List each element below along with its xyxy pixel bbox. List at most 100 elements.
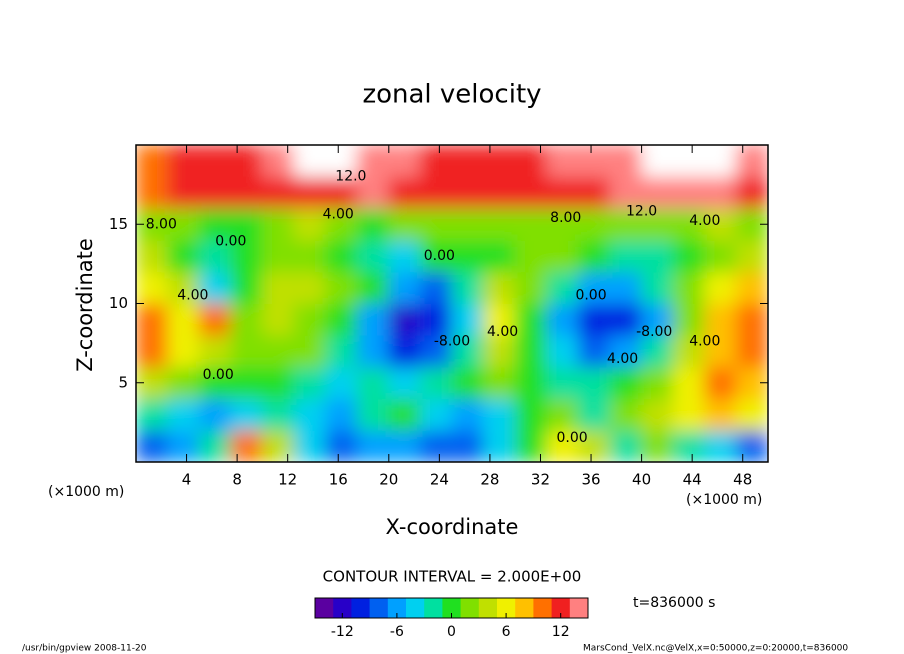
cell: [419, 303, 453, 336]
cell: [388, 271, 421, 304]
cell: [609, 145, 643, 178]
cell: [356, 334, 390, 368]
cell: [672, 145, 706, 178]
contour-label: 8.00: [550, 210, 581, 226]
cell: [641, 145, 674, 178]
colorbar-swatch: [442, 598, 462, 618]
cell: [577, 176, 611, 209]
x-tick-label: 40: [632, 471, 651, 489]
cell: [577, 207, 611, 241]
cell: [704, 398, 737, 431]
x-tick-label: 8: [232, 471, 242, 489]
x-axis-label: X-coordinate: [386, 515, 519, 539]
cell: [198, 303, 232, 336]
cell: [325, 334, 358, 368]
cell: [672, 398, 706, 431]
cell: [483, 366, 516, 400]
cell: [609, 239, 643, 273]
cell: [672, 176, 706, 209]
cell: [261, 239, 295, 273]
cell: [483, 239, 516, 273]
x-tick-label: 32: [531, 471, 550, 489]
cell: [325, 303, 358, 336]
cell: [483, 207, 516, 241]
cell: [451, 366, 485, 400]
cell: [419, 398, 453, 431]
contour-label: 4.00: [689, 213, 720, 229]
cell: [735, 239, 768, 273]
colorbar-swatch: [333, 598, 352, 618]
cell: [609, 303, 643, 336]
cell: [230, 176, 263, 209]
colorbar-swatch: [533, 598, 553, 618]
contour-label: 0.00: [203, 367, 234, 383]
cell: [261, 334, 295, 368]
cell: [198, 145, 232, 178]
time-label: t=836000 s: [633, 595, 715, 611]
cell: [451, 176, 485, 209]
cell: [451, 429, 485, 462]
cell: [735, 176, 768, 209]
cell: [514, 366, 548, 400]
cell: [735, 271, 768, 304]
cell: [230, 334, 263, 368]
cell: [546, 176, 579, 209]
cell: [641, 366, 674, 400]
footer-left: /usr/bin/gpview 2008-11-20: [22, 644, 147, 654]
cell: [388, 398, 421, 431]
colorbar-swatch: [424, 598, 443, 618]
cell: [388, 145, 421, 178]
contour-label: 0.00: [424, 248, 455, 264]
cell: [261, 176, 295, 209]
cell: [514, 303, 548, 336]
cell: [577, 366, 611, 400]
contour-label: 0.00: [575, 288, 606, 304]
cell: [325, 366, 358, 400]
colorbar-tick-label: 0: [447, 624, 456, 640]
colorbar-swatch: [497, 598, 516, 618]
cell: [546, 303, 579, 336]
cell: [136, 176, 169, 209]
y-unit: (×1000 m): [48, 484, 124, 500]
cell: [167, 429, 200, 462]
cell: [293, 366, 327, 400]
cell: [483, 271, 516, 304]
cell: [735, 145, 768, 178]
cell: [167, 271, 200, 304]
cell: [451, 207, 485, 241]
cell: [136, 145, 169, 178]
cell: [167, 176, 200, 209]
cell: [419, 239, 453, 273]
cell: [672, 271, 706, 304]
cell: [483, 334, 516, 368]
cell: [704, 303, 737, 336]
cell: [451, 303, 485, 336]
contour-label: 4.00: [177, 288, 208, 304]
cell: [293, 271, 327, 304]
cell: [546, 398, 579, 431]
cell: [514, 271, 548, 304]
cell: [546, 145, 579, 178]
cell: [293, 145, 327, 178]
x-tick-label: 24: [430, 471, 449, 489]
cell: [451, 334, 485, 368]
cell: [419, 207, 453, 241]
cell: [672, 303, 706, 336]
contour-label: 0.00: [556, 430, 587, 446]
cell: [388, 303, 421, 336]
cell: [198, 239, 232, 273]
cell: [577, 271, 611, 304]
cell: [261, 271, 295, 304]
cell: [546, 271, 579, 304]
cell: [483, 145, 516, 178]
colorbar-swatch: [351, 598, 371, 618]
cell: [577, 239, 611, 273]
cell: [230, 398, 263, 431]
cell: [483, 176, 516, 209]
contour-label: -8.00: [434, 334, 470, 350]
cell: [325, 271, 358, 304]
cell: [356, 303, 390, 336]
cell: [293, 429, 327, 462]
cell: [388, 239, 421, 273]
cell: [609, 176, 643, 209]
